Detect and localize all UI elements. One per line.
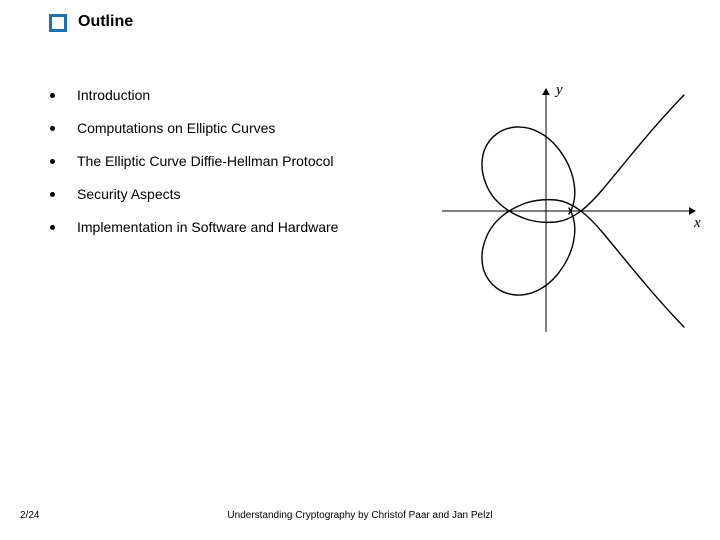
bullet-dot-icon (50, 93, 55, 98)
list-item-label: The Elliptic Curve Diffie-Hellman Protoc… (77, 152, 334, 171)
bullet-dot-icon (50, 192, 55, 197)
title-bullet-square (49, 14, 67, 32)
list-item: Introduction (50, 86, 430, 105)
list-item-label: Computations on Elliptic Curves (77, 119, 275, 138)
bullet-dot-icon (50, 159, 55, 164)
list-item: Computations on Elliptic Curves (50, 119, 430, 138)
outline-list: Introduction Computations on Elliptic Cu… (50, 86, 430, 250)
x-axis-label: x (694, 215, 701, 232)
bullet-dot-icon (50, 126, 55, 131)
elliptic-curve-svg (438, 86, 698, 336)
page-number: 2/24 (20, 510, 39, 521)
page-title: Outline (78, 13, 133, 31)
bullet-dot-icon (50, 225, 55, 230)
list-item: Implementation in Software and Hardware (50, 218, 430, 237)
list-item-label: Introduction (77, 86, 150, 105)
list-item-label: Implementation in Software and Hardware (77, 218, 338, 237)
list-item: Security Aspects (50, 185, 430, 204)
y-axis-label: y (556, 82, 563, 99)
list-item-label: Security Aspects (77, 185, 181, 204)
list-item: The Elliptic Curve Diffie-Hellman Protoc… (50, 152, 430, 171)
footer-credit: Understanding Cryptography by Christof P… (200, 510, 520, 521)
elliptic-curve-figure: y x (438, 86, 698, 336)
